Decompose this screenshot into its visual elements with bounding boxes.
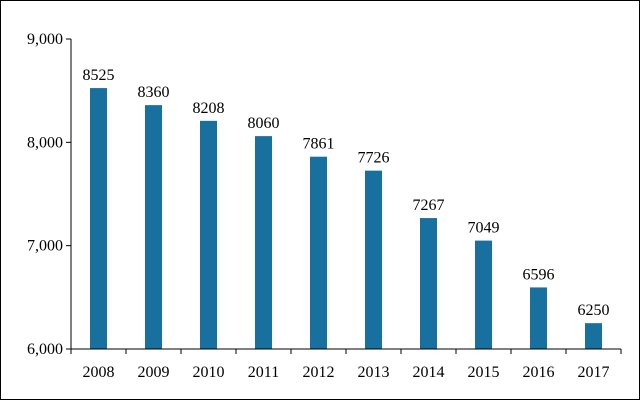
x-tick-label-2014: 2014 (413, 364, 445, 381)
x-tick-label-2016: 2016 (523, 364, 555, 381)
bar-2014 (420, 218, 437, 349)
x-axis: 2008 2009 2010 2011 2012 2013 2014 2015 2016 2017 (70, 348, 622, 381)
bar-2012 (310, 156, 327, 349)
x-tick-label-2011: 2011 (248, 364, 279, 381)
x-tick-label-2009: 2009 (138, 364, 170, 381)
x-tick-label-2012: 2012 (303, 364, 335, 381)
x-tick-label-2013: 2013 (358, 364, 390, 381)
data-label-2014: 7267 (413, 197, 445, 214)
data-label-2010: 8208 (193, 100, 225, 117)
data-label-2015: 7049 (468, 220, 500, 237)
bar-2013 (365, 170, 382, 349)
bar-2015 (475, 240, 492, 349)
bar-2016 (530, 287, 547, 349)
bar-2011 (255, 136, 272, 349)
data-label-2017: 6250 (578, 302, 610, 319)
x-tick-label-2008: 2008 (83, 364, 115, 381)
data-label-2009: 8360 (138, 84, 170, 101)
x-tick-label-2015: 2015 (468, 364, 500, 381)
data-label-2012: 7861 (303, 136, 335, 153)
y-tick-label: 7,000 (27, 238, 63, 255)
x-tick-label-2017: 2017 (578, 364, 610, 381)
bar-2010 (200, 120, 217, 349)
bars: 8525 8360 8208 8060 7861 7726 7267 7049 6596 6250 (83, 67, 610, 349)
bar-2008 (90, 88, 107, 349)
x-tick-label-2010: 2010 (193, 364, 225, 381)
bar-2009 (145, 105, 162, 349)
data-label-2011: 8060 (248, 115, 280, 132)
bar-2017 (585, 323, 602, 349)
y-tick-label: 6,000 (27, 341, 63, 358)
y-tick-label: 8,000 (27, 134, 63, 151)
data-label-2008: 8525 (83, 67, 115, 84)
y-axis: 6,000 7,000 8,000 9,000 (27, 31, 72, 358)
y-tick-label: 9,000 (27, 31, 63, 48)
data-label-2016: 6596 (523, 266, 555, 283)
data-label-2013: 7726 (358, 150, 390, 167)
